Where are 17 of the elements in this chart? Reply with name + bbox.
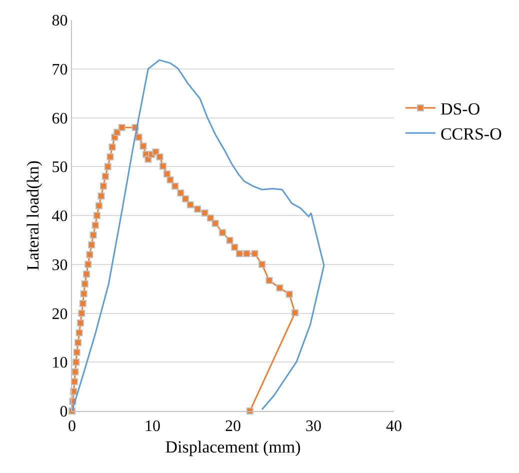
x-tick-label: 40 xyxy=(386,418,402,436)
y-tick-label: 60 xyxy=(52,110,68,128)
y-tick-label: 20 xyxy=(52,306,68,323)
y-tick-label: 30 xyxy=(52,256,68,274)
y-tick-label: 10 xyxy=(52,354,68,372)
legend-label: DS-O xyxy=(440,100,480,119)
y-tick-label: 50 xyxy=(52,159,68,176)
y-tick-label: 70 xyxy=(52,61,68,78)
x-tick-label: 30 xyxy=(306,418,322,436)
x-tick-label: 10 xyxy=(144,418,160,436)
y-tick-label: 40 xyxy=(52,208,68,226)
legend-label: CCRS-O xyxy=(440,124,502,144)
x-axis-title: Displacement (mm) xyxy=(165,438,301,457)
y-tick-label: 0 xyxy=(60,404,68,421)
x-tick-label: 20 xyxy=(225,418,241,436)
y-axis-title: Lateral load(kn) xyxy=(23,160,42,270)
y-tick-label: 80 xyxy=(52,12,68,30)
